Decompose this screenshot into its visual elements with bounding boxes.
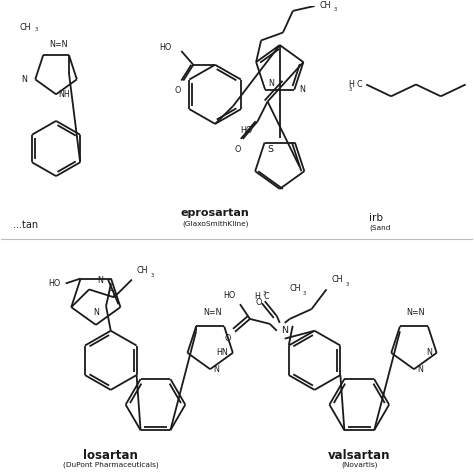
Text: S: S [267, 145, 273, 154]
Text: O: O [235, 145, 241, 154]
Text: irb: irb [369, 212, 383, 223]
Text: (DuPont Pharmaceuticals): (DuPont Pharmaceuticals) [63, 462, 159, 468]
Text: CH: CH [320, 1, 331, 10]
Text: H: H [348, 80, 354, 89]
Text: (Sand: (Sand [369, 224, 391, 231]
Text: 3: 3 [346, 283, 348, 287]
Text: HN: HN [216, 348, 228, 357]
Text: 3: 3 [302, 292, 306, 296]
Text: N: N [268, 79, 274, 88]
Text: HO: HO [48, 279, 61, 288]
Text: losartan: losartan [83, 449, 138, 462]
Text: N: N [426, 348, 432, 357]
Text: 3: 3 [349, 87, 352, 92]
Text: 3: 3 [34, 27, 37, 32]
Text: CH: CH [331, 275, 343, 284]
Text: N: N [281, 326, 288, 335]
Text: N: N [417, 365, 423, 374]
Text: HO: HO [159, 43, 172, 52]
Text: valsartan: valsartan [328, 449, 391, 462]
Text: O: O [174, 86, 181, 95]
Text: (Novartis): (Novartis) [341, 462, 377, 468]
Text: C: C [263, 292, 269, 301]
Text: eprosartan: eprosartan [181, 208, 249, 218]
Text: H: H [254, 292, 260, 301]
Text: CH: CH [137, 265, 148, 274]
Text: Cl: Cl [108, 290, 116, 299]
Text: C: C [356, 80, 362, 89]
Text: CH: CH [290, 284, 301, 293]
Text: 3: 3 [263, 292, 266, 296]
Text: HO: HO [223, 291, 235, 300]
Text: NH: NH [58, 90, 70, 99]
Text: 3: 3 [151, 273, 154, 278]
Text: O: O [225, 334, 231, 343]
Text: O: O [255, 298, 262, 307]
Text: N=N: N=N [203, 308, 221, 317]
Text: HO: HO [240, 126, 253, 135]
Text: N: N [213, 365, 219, 374]
Text: N=N: N=N [49, 40, 67, 49]
Text: N: N [21, 75, 27, 84]
Text: 3: 3 [334, 8, 337, 12]
Text: N: N [93, 308, 99, 317]
Text: N: N [97, 276, 103, 285]
Text: (GlaxoSmithKline): (GlaxoSmithKline) [182, 220, 248, 227]
Text: N: N [299, 85, 305, 94]
Text: CH: CH [19, 23, 31, 32]
Text: ...tan: ...tan [13, 220, 38, 230]
Text: N=N: N=N [407, 308, 425, 317]
